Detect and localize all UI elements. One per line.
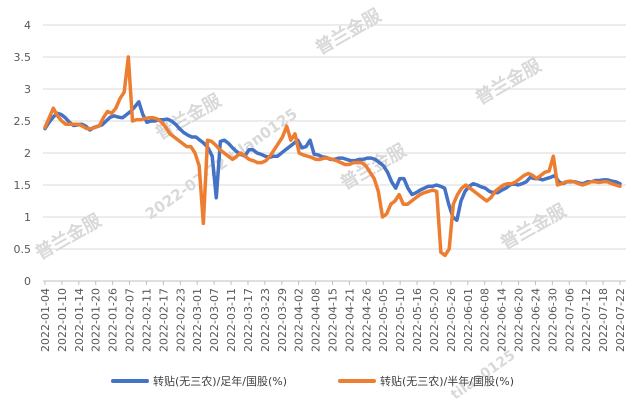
x-tick-label: 2022-01-04 xyxy=(39,288,52,352)
x-tick-label: 2022-01-20 xyxy=(90,288,103,352)
x-tick-label: 2022-06-08 xyxy=(479,288,492,352)
x-tick-label: 2022-01-26 xyxy=(107,288,120,352)
x-tick-label: 2022-04-08 xyxy=(310,288,323,352)
y-tick-label: 1.5 xyxy=(14,179,32,192)
x-tick-label: 2022-07-12 xyxy=(580,288,593,352)
x-tick-label: 2022-03-01 xyxy=(191,288,204,352)
y-tick-label: 3 xyxy=(24,83,31,96)
x-tick-label: 2022-03-11 xyxy=(225,288,238,352)
x-tick-label: 2022-07-06 xyxy=(563,288,576,352)
y-tick-label: 0.5 xyxy=(14,243,32,256)
x-tick-label: 2022-03-29 xyxy=(276,288,289,352)
x-tick-label: 2022-02-11 xyxy=(140,288,153,352)
y-tick-label: 4 xyxy=(24,19,31,32)
x-tick-label: 2022-06-30 xyxy=(546,288,559,352)
x-tick-label: 2022-04-26 xyxy=(360,288,373,352)
y-tick-label: 2.5 xyxy=(14,115,32,128)
series-layer xyxy=(43,55,622,258)
x-tick-label: 2022-03-23 xyxy=(259,288,272,352)
x-tick-label: 2022-04-15 xyxy=(327,288,340,352)
x-tick-label: 2022-05-20 xyxy=(428,288,441,352)
x-tick-label: 2022-05-26 xyxy=(445,288,458,352)
y-tick-label: 0 xyxy=(24,275,31,288)
x-tick-label: 2022-06-14 xyxy=(496,288,509,352)
x-tick-label: 2022-01-10 xyxy=(56,288,69,352)
y-tick-label: 1 xyxy=(24,211,31,224)
y-tick-label: 2 xyxy=(24,147,31,160)
x-tick-label: 2022-02-17 xyxy=(157,288,170,352)
series-line-2 xyxy=(43,55,622,258)
grid-lines xyxy=(43,24,626,282)
x-tick-label: 2022-04-02 xyxy=(293,288,306,352)
x-tick-label: 2022-02-07 xyxy=(124,288,137,352)
x-tick-label: 2022-07-22 xyxy=(614,288,627,352)
x-axis: 2022-01-04 2022-01-10 2022-01-14 2022-01-20… xyxy=(39,281,627,352)
x-tick-label: 2022-05-05 xyxy=(377,288,390,352)
x-tick-label: 2022-01-14 xyxy=(73,288,86,352)
x-tick-label: 2022-07-18 xyxy=(597,288,610,352)
y-axis: 0 0.5 1 1.5 2 2.5 3 3.5 4 xyxy=(14,19,32,288)
x-tick-label: 2022-06-20 xyxy=(513,288,526,352)
x-tick-label: 2022-02-23 xyxy=(174,288,187,352)
x-tick-label: 2022-04-21 xyxy=(343,288,356,352)
x-tick-label: 2022-05-16 xyxy=(411,288,424,352)
x-tick-label: 2022-06-24 xyxy=(529,288,542,352)
x-tick-label: 2022-03-07 xyxy=(208,288,221,352)
legend-label-1: 转贴(无三农)/足年/国股(%) xyxy=(153,374,287,388)
y-tick-label: 3.5 xyxy=(14,51,32,64)
x-tick-label: 2022-05-10 xyxy=(394,288,407,352)
x-tick-label: 2022-06-01 xyxy=(462,288,475,352)
legend-label-2: 转贴(无三农)/半年/国股(%) xyxy=(380,374,514,388)
x-tick-label: 2022-03-17 xyxy=(242,288,255,352)
legend: 转贴(无三农)/足年/国股(%) 转贴(无三农)/半年/国股(%) xyxy=(111,374,514,388)
